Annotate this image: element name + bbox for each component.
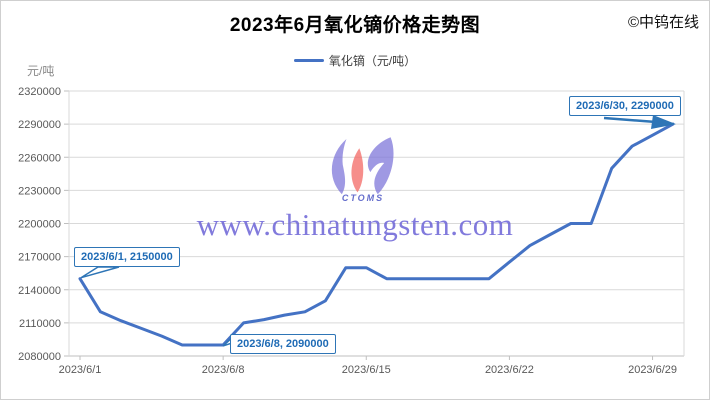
legend-series-label: 氧化镝（元/吨） (328, 53, 417, 68)
annotation-2023-6-1: 2023/6/1, 2150000 (74, 247, 180, 267)
x-tick-label: 2023/6/15 (342, 364, 391, 376)
watermark-url: www.chinatungsten.com (196, 207, 514, 242)
y-tick-label: 2320000 (18, 86, 61, 98)
legend: 氧化镝（元/吨） (1, 52, 709, 68)
y-tick-label: 2230000 (18, 185, 61, 197)
ctoms-logo-icon (317, 137, 409, 211)
x-tick-label: 2023/6/1 (59, 364, 102, 376)
y-tick-label: 2260000 (18, 152, 61, 164)
annotation-2023-6-30: 2023/6/30, 2290000 (569, 96, 681, 116)
legend-line-swatch (293, 58, 324, 62)
y-tick-label: 2140000 (18, 285, 61, 297)
copyright-label: ©中钨在线 (627, 14, 699, 31)
annotation-arrowhead (651, 115, 676, 129)
annotation-leader-1 (80, 266, 120, 279)
y-tick-label: 2110000 (19, 318, 61, 330)
x-tick-label: 2023/6/8 (202, 364, 245, 376)
ctoms-logo-text: CTOMS (341, 193, 385, 203)
y-axis-unit-label: 元/吨 (27, 64, 55, 78)
price-line-series (78, 122, 675, 347)
x-tick-label: 2023/6/29 (628, 364, 677, 376)
y-tick-label: 2170000 (18, 252, 61, 264)
annotation-2023-6-8: 2023/6/8, 2090000 (230, 334, 336, 354)
y-tick-label: 2080000 (18, 351, 61, 363)
y-tick-label: 2290000 (18, 119, 61, 131)
x-tick-label: 2023/6/22 (485, 364, 534, 376)
annotation-leader-3 (603, 116, 657, 124)
chart-title: 2023年6月氧化镝价格走势图 (229, 15, 481, 36)
y-tick-label: 2200000 (18, 219, 61, 231)
